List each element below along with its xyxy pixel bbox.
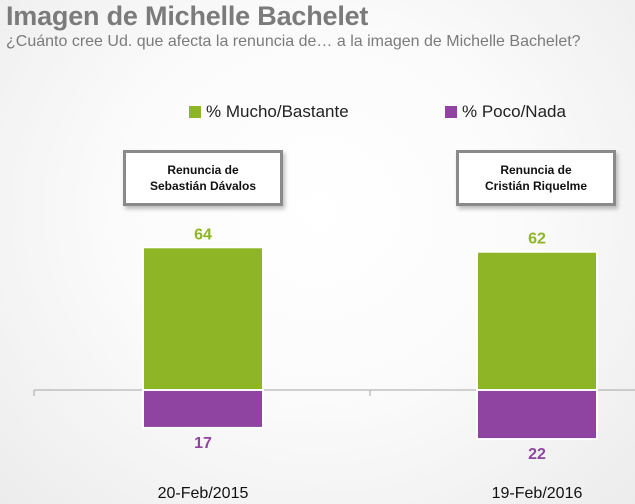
chart-subtitle: ¿Cuánto cree Ud. que afecta la renuncia … [6,33,581,50]
event-line2: Cristián Riquelme [484,179,588,193]
legend-item-poco-nada: % Poco/Nada [445,102,566,122]
data-label-mucho-bastante-1: 62 [528,231,546,248]
bar-mucho-bastante-1 [476,250,598,391]
data-label-mucho-bastante-0: 64 [194,226,212,243]
chart-title: Imagen de Michelle Bachelet [6,1,369,31]
legend-swatch-poco-nada [445,106,457,118]
data-label-poco-nada-1: 22 [528,446,546,463]
legend-label-mucho-bastante: % Mucho/Bastante [206,102,349,121]
event-line1: Renuncia de [167,163,239,177]
legend-item-mucho-bastante: % Mucho/Bastante [189,102,349,122]
bar-poco-nada-0 [142,389,264,429]
data-label-poco-nada-0: 17 [194,435,212,452]
x-tick-label-1: 19-Feb/2016 [492,485,583,502]
x-tick-label-0: 20-Feb/2015 [158,485,249,502]
legend-swatch-mucho-bastante [189,106,201,118]
event-box-davalos: Renuncia de Sebastián Dávalos [123,150,283,206]
event-line1: Renuncia de [500,163,572,177]
bar-poco-nada-1 [476,389,598,441]
event-line2: Sebastián Dávalos [149,179,257,193]
event-box-riquelme: Renuncia de Cristián Riquelme [456,150,616,206]
legend-label-poco-nada: % Poco/Nada [462,102,566,121]
bar-mucho-bastante-0 [142,246,264,391]
